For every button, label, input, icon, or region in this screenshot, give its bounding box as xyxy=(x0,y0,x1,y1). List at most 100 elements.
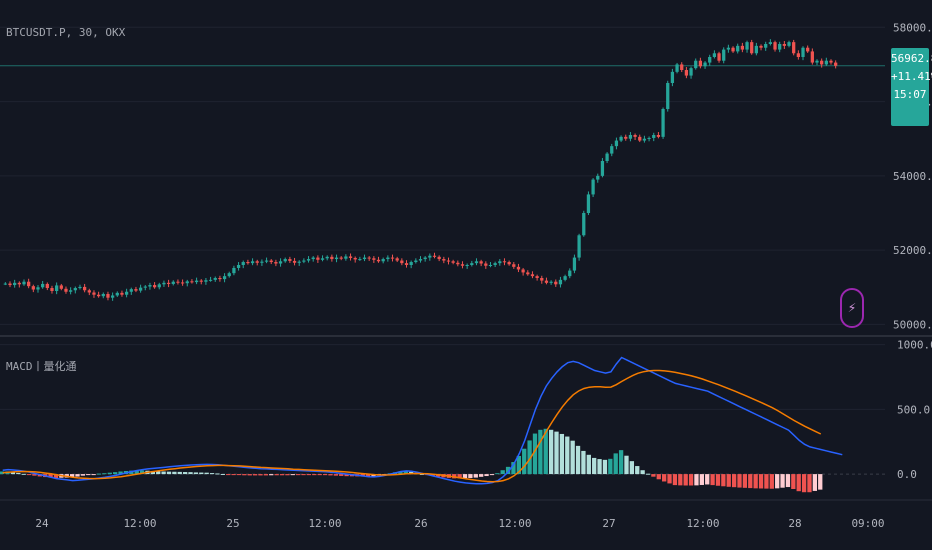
histogram-bar xyxy=(231,474,236,476)
candle-body xyxy=(428,255,432,258)
candle-body xyxy=(703,62,707,67)
candle-body xyxy=(610,146,614,154)
histogram-bar xyxy=(522,448,527,475)
candle-body xyxy=(600,161,605,176)
candle-body xyxy=(787,42,791,46)
last-price: 56962.8 xyxy=(891,52,932,65)
candle-body xyxy=(521,269,525,273)
lightning-bolt-icon[interactable]: ⚡ xyxy=(840,288,864,328)
histogram-bar xyxy=(775,474,780,489)
price-tick-label: 58000.0 xyxy=(893,21,932,34)
candle-body xyxy=(110,295,115,298)
histogram-bar xyxy=(532,433,538,475)
candle-body xyxy=(316,257,320,260)
indicator-name: MACD丨量化通 xyxy=(6,360,77,373)
candle-body xyxy=(773,42,777,50)
histogram-bar xyxy=(177,471,182,475)
candle-body xyxy=(675,64,679,72)
histogram-bar xyxy=(209,473,215,475)
histogram-bar xyxy=(102,473,107,475)
histogram-bar xyxy=(166,471,172,475)
price-change: +11.41% xyxy=(891,70,932,83)
histogram-bar xyxy=(688,474,694,486)
candle-body xyxy=(768,42,772,44)
histogram-bar xyxy=(75,474,80,477)
histogram-bar xyxy=(683,474,688,486)
histogram-bar xyxy=(554,431,559,475)
symbol-label: BTCUSDT.P, 30, OKX xyxy=(6,26,126,39)
histogram-bar xyxy=(339,474,344,476)
histogram-bar xyxy=(796,474,801,492)
candle-body xyxy=(152,285,157,288)
candle-body xyxy=(829,60,833,63)
candle-body xyxy=(227,273,231,277)
candle-body xyxy=(824,60,828,65)
histogram-bar xyxy=(737,474,742,488)
histogram-bar xyxy=(301,474,306,476)
candle-body xyxy=(414,260,418,263)
candle-body xyxy=(591,179,595,195)
candle-body xyxy=(8,283,12,286)
candle-body xyxy=(820,60,824,65)
candle-body xyxy=(367,257,371,259)
candle-body xyxy=(554,281,558,285)
candle-body xyxy=(526,272,530,275)
time-tick-label: 25 xyxy=(226,517,239,530)
histogram-bar xyxy=(258,474,263,476)
candle-body xyxy=(638,136,642,141)
histogram-bar xyxy=(333,474,338,476)
histogram-bar xyxy=(516,455,521,475)
histogram-bar xyxy=(731,474,737,488)
time-tick-label: 28 xyxy=(788,517,801,530)
time-tick-label: 24 xyxy=(35,517,49,530)
candle-body xyxy=(115,292,119,296)
candle-body xyxy=(339,257,343,259)
candle-body xyxy=(698,60,703,67)
candle-body xyxy=(614,140,619,147)
histogram-bar xyxy=(801,474,807,493)
candle-body xyxy=(778,44,782,50)
candle-body xyxy=(241,262,245,265)
histogram-bar xyxy=(575,445,581,475)
histogram-bar xyxy=(188,472,193,475)
candle-body xyxy=(750,42,754,54)
candle-body xyxy=(376,259,381,262)
histogram-bar xyxy=(263,474,269,476)
candle-body xyxy=(334,257,339,260)
candle-body xyxy=(759,45,763,48)
histogram-bar xyxy=(662,474,667,482)
histogram-bar xyxy=(651,474,656,477)
candle-body xyxy=(22,281,26,285)
histogram-bar xyxy=(527,440,532,475)
histogram-bar xyxy=(618,450,624,475)
histogram-bar xyxy=(21,473,26,475)
candle-body xyxy=(456,262,460,265)
candle-body xyxy=(684,70,689,76)
histogram-bar xyxy=(252,474,258,476)
histogram-bar xyxy=(247,474,252,476)
candle-body xyxy=(278,261,283,264)
time-tick-label: 12:00 xyxy=(123,517,156,530)
histogram-bar xyxy=(812,474,818,491)
candle-body xyxy=(344,256,348,259)
candle-body xyxy=(479,261,483,264)
histogram-bar xyxy=(48,474,53,478)
histogram-bar xyxy=(473,474,478,478)
candle-body xyxy=(652,135,656,138)
histogram-bar xyxy=(624,455,629,475)
histogram-bar xyxy=(150,470,156,475)
candle-body xyxy=(656,135,661,137)
histogram-bar xyxy=(199,472,204,475)
histogram-bar xyxy=(365,474,371,477)
candle-body xyxy=(157,284,161,288)
histogram-bar xyxy=(430,474,435,476)
histogram-bar xyxy=(236,474,242,476)
candle-body xyxy=(577,235,581,258)
histogram-bar xyxy=(699,474,704,485)
histogram-bar xyxy=(290,474,295,476)
candlestick-series xyxy=(3,39,838,301)
candle-body xyxy=(348,256,353,258)
histogram-bar xyxy=(791,474,796,489)
candle-body xyxy=(442,259,446,261)
